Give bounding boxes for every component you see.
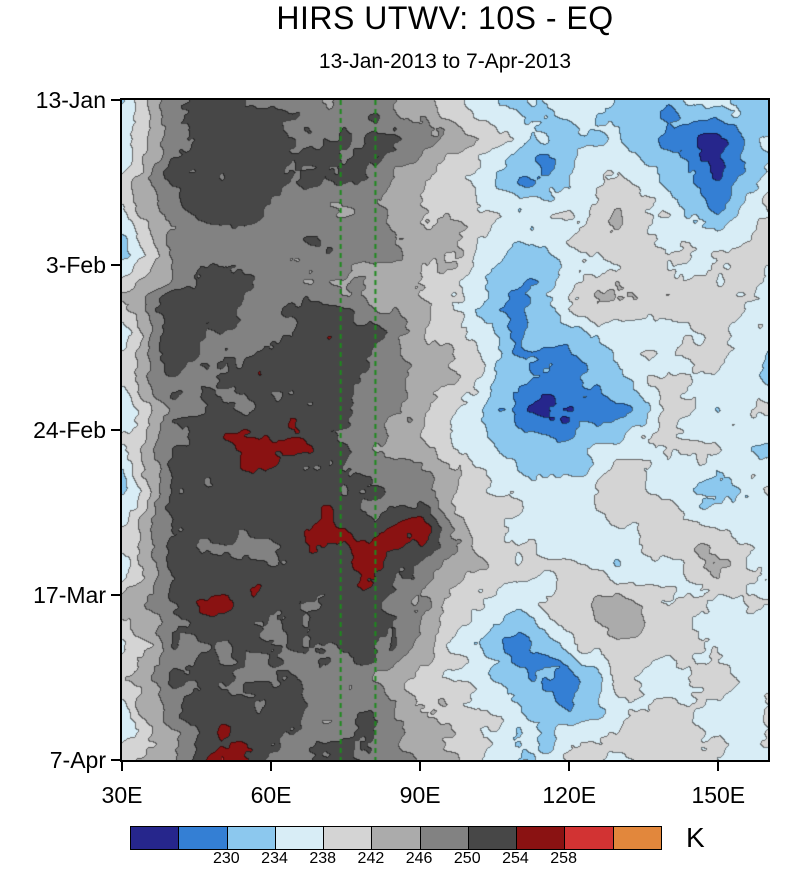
x-tick-mark: [419, 762, 422, 771]
colorbar-tick-label: 242: [357, 850, 385, 867]
colorbar-segment: [275, 827, 325, 849]
colorbar-tick-label: 258: [550, 850, 577, 867]
chart-title: HIRS UTWV: 10S - EQ: [276, 0, 614, 36]
colorbar-tick-label: 250: [453, 850, 481, 867]
colorbar-tick-label: 246: [405, 850, 433, 867]
y-tick-label: 13-Jan: [35, 87, 106, 113]
x-tick-label: 30E: [101, 782, 143, 808]
plot-area: [120, 98, 770, 762]
x-tick-label: 120E: [542, 782, 597, 808]
y-tick-label: 17-Mar: [33, 582, 106, 608]
colorbar-tick-label: 254: [502, 850, 529, 867]
colorbar-segment: [179, 827, 228, 849]
colorbar: [130, 826, 662, 850]
y-tick-label: 3-Feb: [45, 252, 106, 278]
colorbar-segment: [517, 827, 566, 849]
colorbar-segment: [468, 827, 518, 849]
y-tick-label: 24-Feb: [33, 417, 106, 443]
colorbar-segment: [324, 827, 373, 849]
colorbar-segment: [372, 827, 421, 849]
colorbar-segment: [613, 827, 661, 849]
x-tick-mark: [717, 762, 720, 771]
colorbar-segment: [227, 827, 276, 849]
colorbar-segment: [565, 827, 614, 849]
x-tick-mark: [568, 762, 571, 771]
colorbar-tick-label: 230: [213, 850, 240, 867]
heatmap-canvas: [122, 100, 768, 760]
colorbar-segment: [420, 827, 469, 849]
chart-subtitle: 13-Jan-2013 to 7-Apr-2013: [318, 50, 572, 73]
x-tick-label: 90E: [399, 782, 441, 808]
y-tick-mark: [111, 264, 120, 266]
y-tick-mark: [111, 759, 120, 761]
colorbar-unit-label: K: [686, 822, 705, 853]
y-tick-label: 7-Apr: [49, 747, 106, 773]
colorbar-tick-label: 234: [261, 850, 288, 867]
x-tick-label: 150E: [691, 782, 746, 808]
y-tick-mark: [111, 429, 120, 431]
y-tick-mark: [111, 99, 120, 101]
x-tick-mark: [121, 762, 123, 771]
colorbar-tick-label: 238: [309, 850, 337, 867]
colorbar-segment: [131, 827, 180, 849]
x-tick-label: 60E: [250, 782, 292, 808]
x-tick-mark: [270, 762, 273, 771]
y-tick-mark: [111, 594, 120, 596]
